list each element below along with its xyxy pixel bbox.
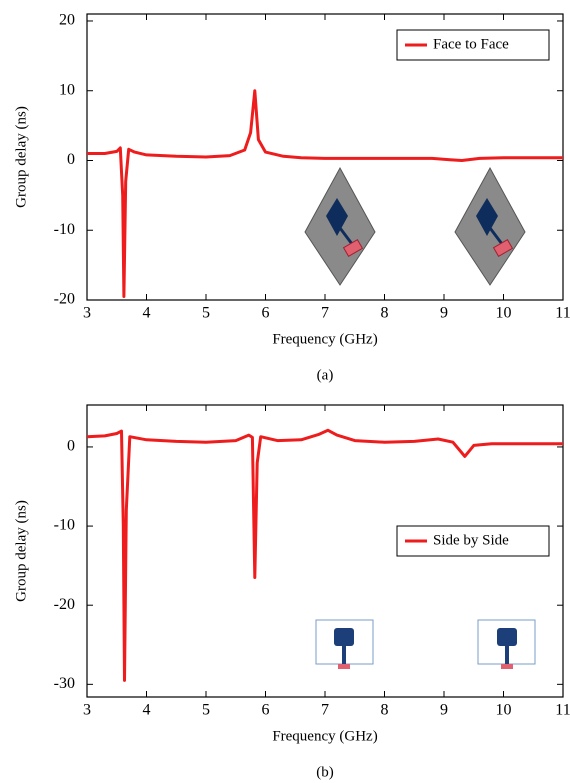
y-tick-label: -10	[54, 221, 75, 238]
data-line	[87, 89, 563, 298]
x-axis-label: Frequency (GHz)	[272, 728, 377, 744]
x-tick-label: 4	[143, 702, 151, 719]
y-axis-label: Group delay (ns)	[13, 106, 29, 208]
legend-label: Face to Face	[433, 36, 509, 52]
y-tick-label: -30	[54, 675, 75, 692]
x-tick-label: 10	[496, 305, 512, 322]
x-tick-label: 5	[202, 305, 210, 322]
x-tick-label: 8	[381, 305, 389, 322]
y-tick-label: -20	[54, 291, 75, 308]
chart: 3 4 5 6 7 8 9 10 11 -30 -20 -10 0 Frequency (GHz) Grou…	[13, 404, 570, 780]
x-tick-label: 10	[496, 702, 512, 719]
y-tick-label: 0	[67, 438, 75, 455]
chart: 3 4 5 6 7 8 9 10 11 -20 -10 0 10 20 Frequency (GHz) Gro…	[13, 12, 570, 384]
x-tick-label: 3	[83, 702, 91, 719]
data-line	[86, 428, 563, 682]
x-axis-label: Frequency (GHz)	[272, 331, 377, 347]
x-tick-label: 7	[321, 702, 329, 719]
x-tick-label: 11	[555, 702, 570, 719]
x-tick-label: 5	[202, 702, 210, 719]
x-tick-label: 7	[321, 305, 329, 322]
x-tick-label: 9	[440, 305, 448, 322]
x-tick-label: 11	[555, 305, 570, 322]
y-tick-label: -20	[54, 596, 75, 613]
caption: (a)	[317, 367, 334, 383]
caption: (b)	[316, 764, 334, 780]
inset-antenna	[304, 166, 526, 286]
y-tick-label: -10	[54, 517, 75, 534]
x-tick-label: 9	[440, 702, 448, 719]
y-tick-label: 10	[59, 81, 75, 98]
x-tick-label: 6	[262, 702, 270, 719]
y-axis-label: Group delay (ns)	[13, 500, 29, 602]
y-tick-label: 20	[59, 12, 75, 29]
x-tick-label: 3	[83, 305, 91, 322]
legend-label: Side by Side	[433, 532, 509, 548]
x-tick-label: 8	[381, 702, 389, 719]
x-tick-label: 4	[143, 305, 151, 322]
y-tick-label: 0	[67, 151, 75, 168]
inset-antenna	[315, 619, 536, 669]
x-tick-label: 6	[262, 305, 270, 322]
